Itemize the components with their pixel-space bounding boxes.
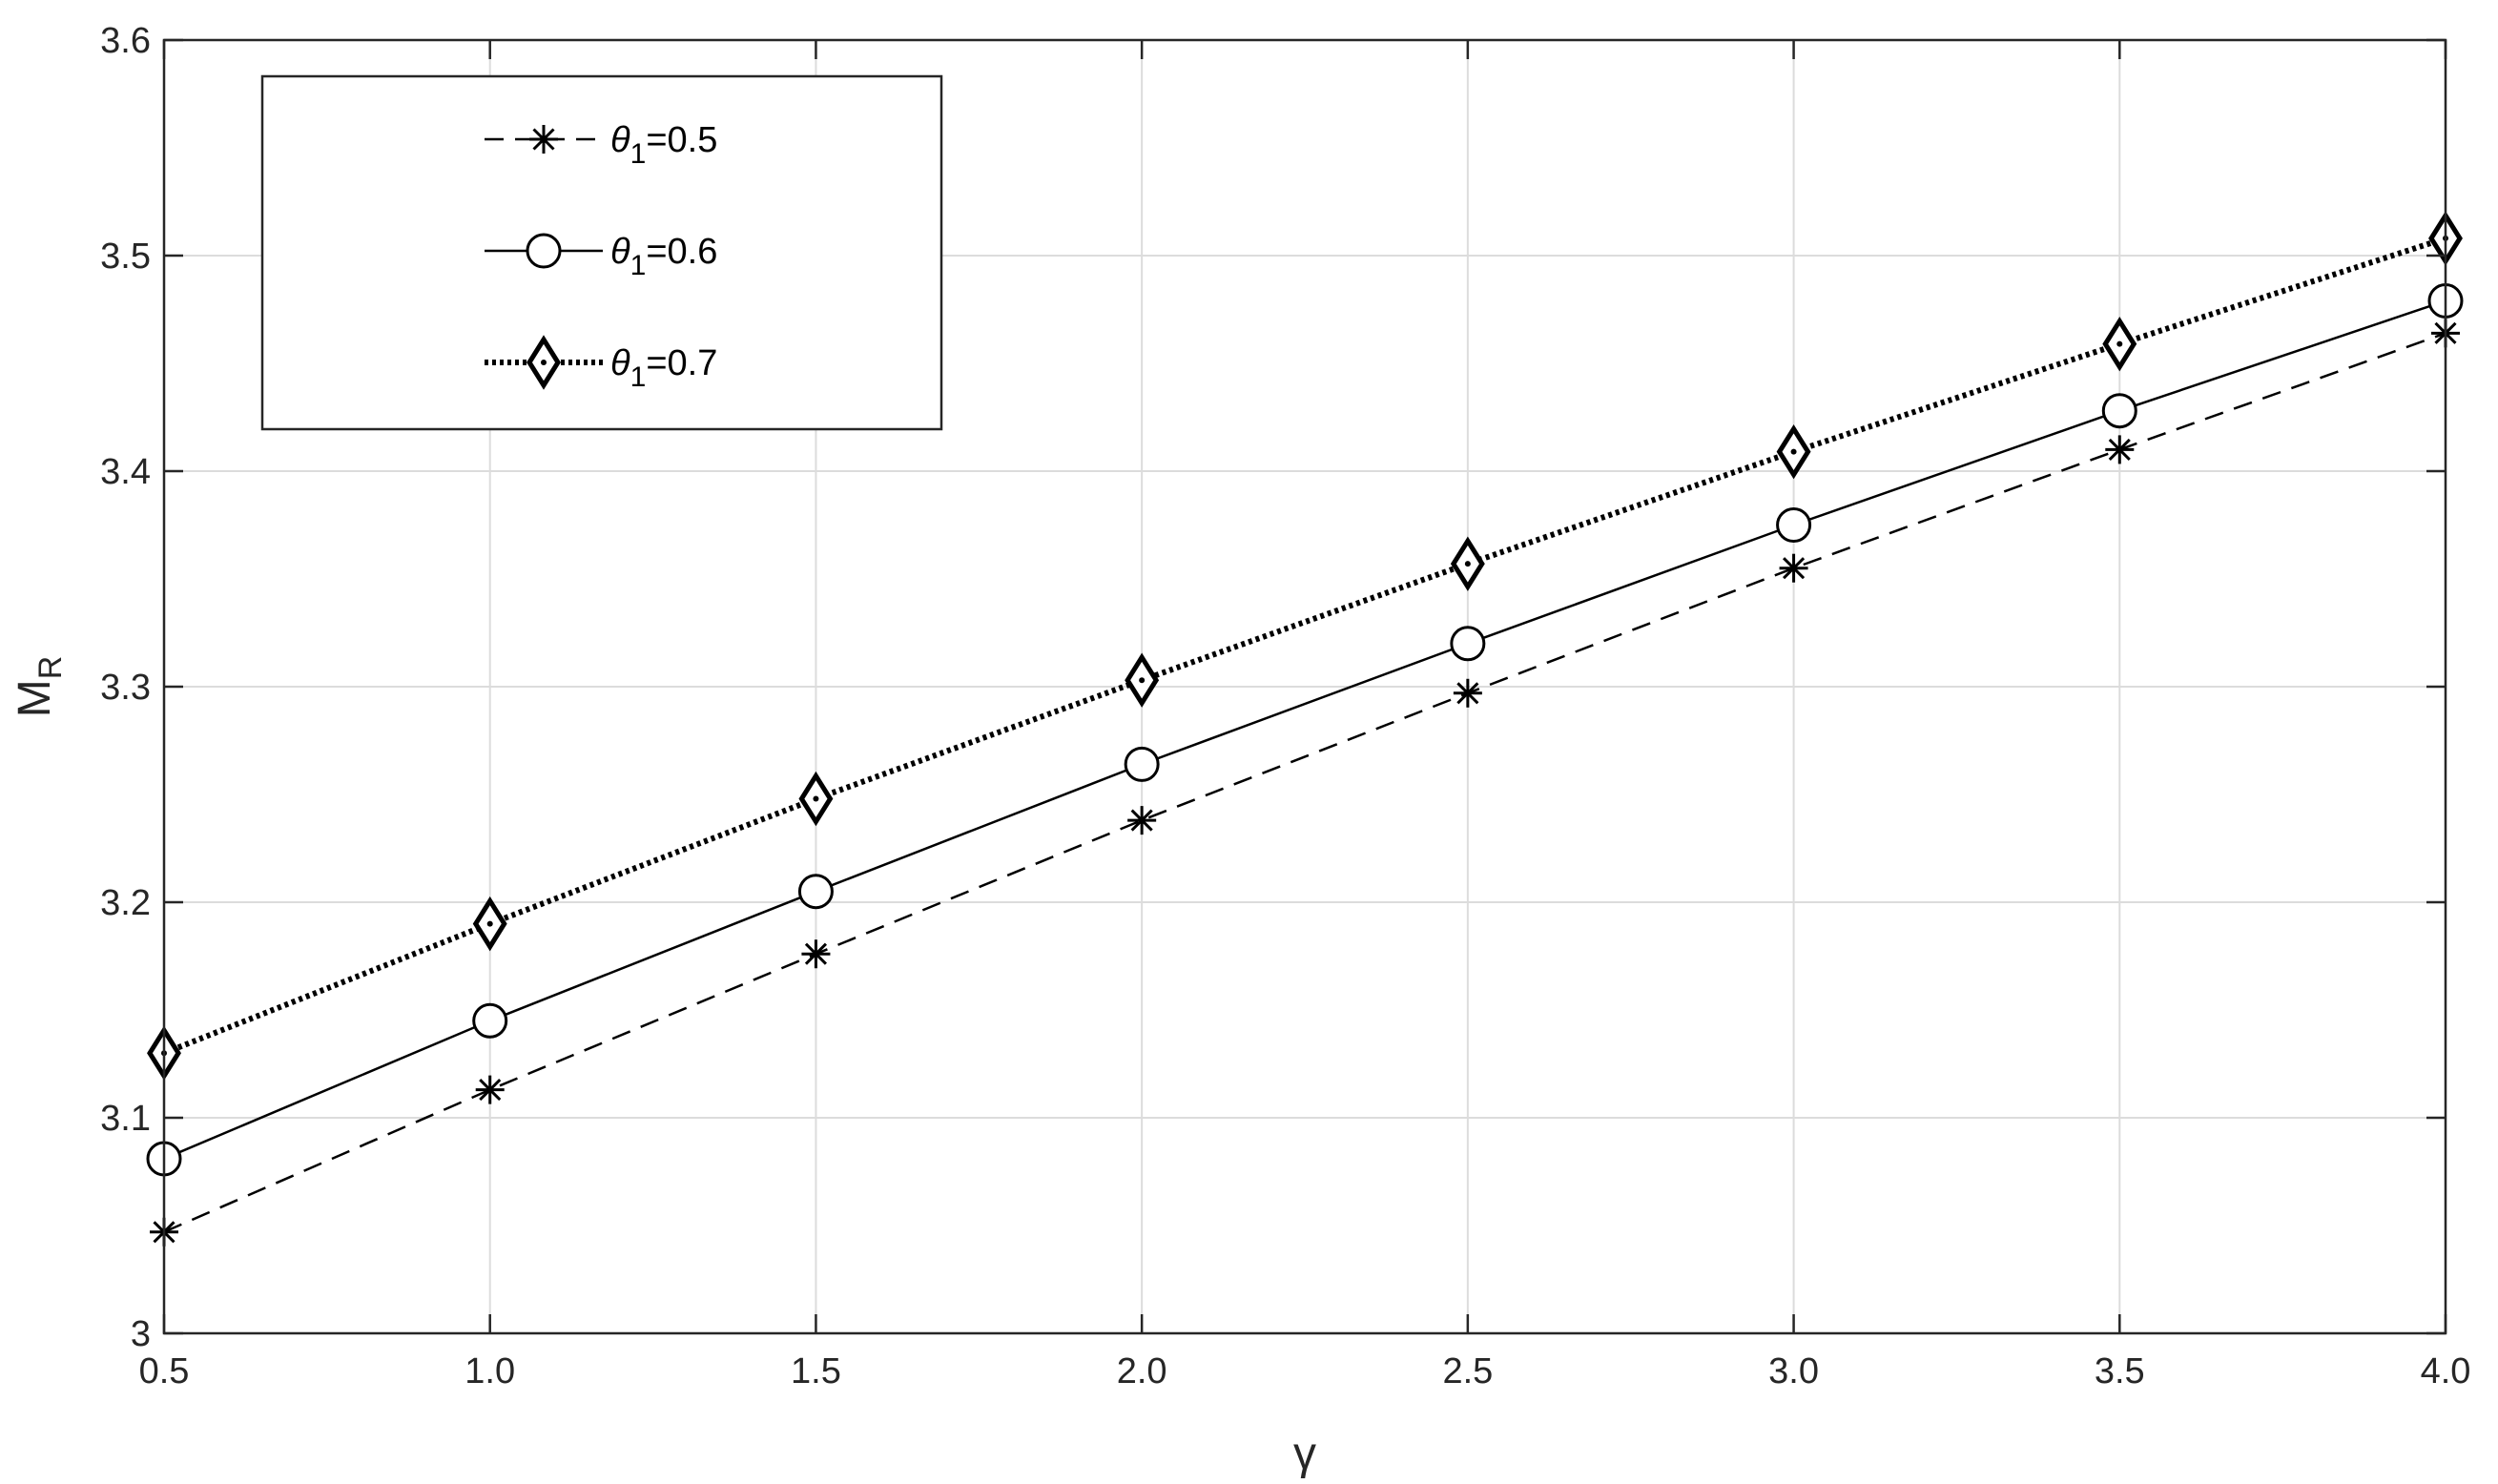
series-2: [146, 282, 2464, 1177]
data-point-diamond: [1125, 652, 1160, 708]
series-line: [163, 332, 2446, 1233]
series-3: [147, 211, 2463, 1081]
legend-label-sub: 1: [630, 250, 647, 281]
data-point-asterisk: [529, 125, 558, 154]
legend-label: θ1=0.6: [610, 232, 717, 281]
y-axis-label: MR: [10, 656, 69, 718]
legend-label: θ1=0.7: [610, 343, 717, 393]
data-point-diamond: [1450, 536, 1485, 591]
data-point-circle: [1124, 746, 1160, 782]
data-point-asterisk: [801, 939, 831, 969]
x-tick-label: 1.5: [791, 1351, 841, 1391]
legend-label-sub: 1: [630, 361, 647, 393]
legend-label-sub: 1: [630, 138, 647, 170]
ticks: 0.5 1.0 1.5 2.0 2.5 3.0 3.5 4.0 3 3.1 3.2 3.3 3.4 3.5…: [100, 21, 2470, 1391]
y-axis-label-main: M: [10, 679, 60, 717]
data-point-asterisk: [2105, 435, 2135, 464]
x-tick-label: 2.5: [1442, 1351, 1493, 1391]
legend-item-1: θ1=0.5: [485, 120, 717, 170]
y-tick-label: 3.2: [100, 883, 151, 923]
x-tick-label: 3.5: [2095, 1351, 2145, 1391]
legend: θ1=0.5θ1=0.6θ1=0.7: [260, 74, 943, 431]
legend-item-3: θ1=0.7: [485, 335, 717, 393]
y-tick-label: 3.4: [100, 452, 151, 492]
x-tick-label: 2.0: [1117, 1351, 1167, 1391]
series-lines: [146, 211, 2464, 1247]
series-line: [163, 299, 2446, 1161]
legend-label-value: =0.7: [646, 343, 717, 383]
x-tick-label: 4.0: [2421, 1351, 2471, 1391]
legend-box: [260, 74, 943, 431]
data-point-circle: [1776, 507, 1812, 543]
y-tick-label: 3.5: [100, 237, 151, 277]
legend-label-symbol: θ: [610, 343, 630, 383]
legend-label-symbol: θ: [610, 120, 630, 160]
legend-label-value: =0.5: [646, 120, 717, 160]
series-line: [162, 236, 2446, 1056]
data-point-asterisk: [1127, 806, 1157, 835]
x-axis-label: γ: [1293, 1429, 1316, 1479]
x-tick-label: 1.0: [465, 1351, 515, 1391]
data-point-asterisk: [1453, 678, 1482, 708]
data-point-diamond: [2102, 316, 2137, 372]
legend-label-symbol: θ: [610, 232, 630, 272]
y-tick-label: 3.6: [100, 21, 151, 61]
data-point-diamond: [798, 771, 834, 827]
data-point-diamond: [526, 335, 561, 390]
data-point-circle: [526, 233, 562, 269]
legend-label: θ1=0.5: [610, 120, 717, 170]
y-tick-label: 3.3: [100, 668, 151, 708]
data-point-circle: [472, 1002, 508, 1039]
y-tick-label: 3.1: [100, 1099, 151, 1139]
data-point-circle: [797, 874, 834, 910]
x-tick-label: 3.0: [1768, 1351, 1819, 1391]
data-point-circle: [2101, 393, 2137, 429]
data-point-circle: [1450, 626, 1486, 662]
axis-labels: γ MR: [10, 656, 1316, 1479]
data-point-diamond: [472, 896, 507, 952]
legend-label-value: =0.6: [646, 232, 717, 272]
y-tick-label: 3: [131, 1314, 151, 1354]
x-tick-label: 0.5: [139, 1351, 190, 1391]
data-point-asterisk: [1779, 553, 1808, 583]
data-point-diamond: [1776, 423, 1811, 480]
legend-item-2: θ1=0.6: [485, 232, 717, 281]
data-point-asterisk: [475, 1075, 505, 1104]
y-axis-label-sub: R: [32, 656, 69, 680]
